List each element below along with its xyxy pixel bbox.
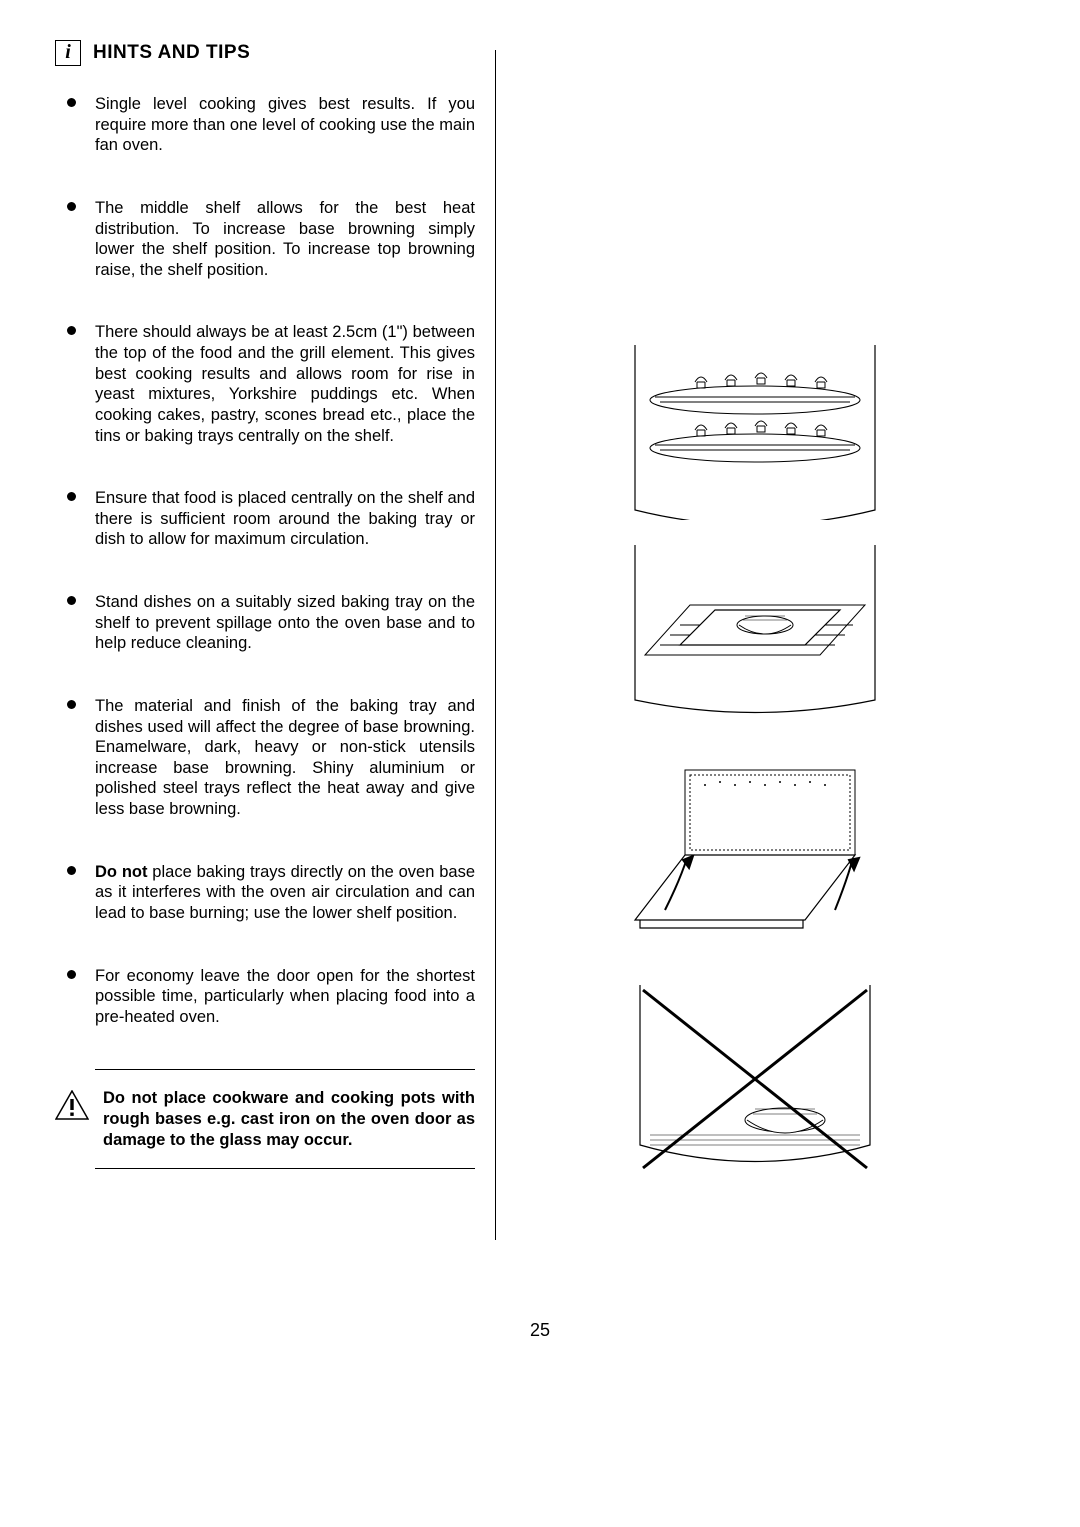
tip-item: The middle shelf allows for the best hea… [95, 198, 475, 281]
figure-door-open [625, 760, 885, 955]
tip-text: Stand dishes on a suitably sized baking … [95, 593, 475, 652]
column-separator [495, 50, 496, 1240]
tip-text: There should always be at least 2.5cm (1… [95, 323, 475, 444]
tip-lead-bold: Do not [95, 863, 147, 881]
info-icon: i [55, 40, 81, 66]
section-heading: HINTS AND TIPS [93, 42, 250, 64]
tip-text: The middle shelf allows for the best hea… [95, 199, 475, 279]
warning-text: Do not place cookware and cooking pots w… [103, 1088, 475, 1150]
divider [95, 1069, 475, 1070]
tip-text: The material and finish of the baking tr… [95, 697, 475, 818]
tip-item: Do not place baking trays directly on th… [95, 862, 475, 924]
tip-item: Stand dishes on a suitably sized baking … [95, 592, 475, 654]
tips-list: Single level cooking gives best results.… [55, 94, 475, 1027]
tip-text: place baking trays directly on the oven … [95, 863, 475, 922]
figure-tray-dish [625, 540, 885, 720]
left-column: i HINTS AND TIPS Single level cooking gi… [55, 40, 475, 1169]
right-column [535, 40, 985, 1240]
tip-item: Single level cooking gives best results.… [95, 94, 475, 156]
figure-do-not-base [625, 980, 885, 1180]
page-number: 25 [0, 1320, 1080, 1341]
tip-text: Single level cooking gives best results.… [95, 95, 475, 154]
tip-text: Ensure that food is placed centrally on … [95, 489, 475, 548]
heading-row: i HINTS AND TIPS [55, 40, 475, 66]
tip-item: Ensure that food is placed centrally on … [95, 488, 475, 550]
warning-block: Do not place cookware and cooking pots w… [55, 1088, 475, 1150]
tip-item: For economy leave the door open for the … [95, 966, 475, 1028]
warning-icon [55, 1090, 89, 1125]
tip-item: There should always be at least 2.5cm (1… [95, 322, 475, 446]
divider [95, 1168, 475, 1169]
figure-oven-racks [625, 340, 885, 520]
tip-text: For economy leave the door open for the … [95, 967, 475, 1026]
tip-item: The material and finish of the baking tr… [95, 696, 475, 820]
